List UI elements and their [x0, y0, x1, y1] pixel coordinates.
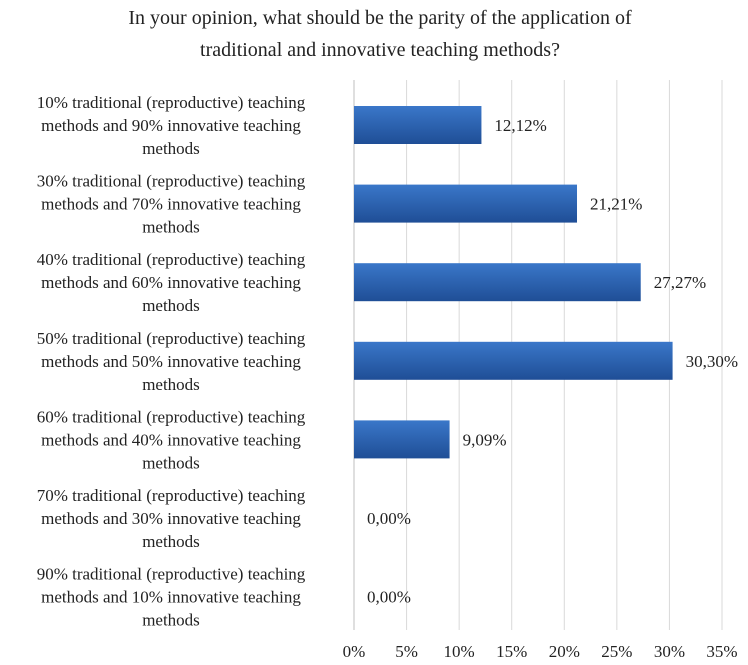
- data-label: 12,12%: [494, 116, 546, 135]
- x-tick-label: 5%: [395, 642, 418, 661]
- category-label: methods: [142, 139, 200, 158]
- x-tick-label: 25%: [601, 642, 632, 661]
- category-label: 70% traditional (reproductive) teaching: [37, 486, 306, 505]
- category-label: methods: [142, 296, 200, 315]
- data-label: 9,09%: [463, 430, 507, 449]
- category-label: 90% traditional (reproductive) teaching: [37, 565, 306, 584]
- x-tick-label: 30%: [654, 642, 685, 661]
- category-label: methods: [142, 375, 200, 394]
- x-tick-label: 20%: [549, 642, 580, 661]
- category-label: methods and 70% innovative teaching: [41, 195, 301, 214]
- category-label: methods: [142, 611, 200, 630]
- labels: 0% 5% 10% 15% 20% 25% 30% 35% 12,12% 10% traditio…: [37, 93, 738, 661]
- category-label: methods and 30% innovative teaching: [41, 509, 301, 528]
- category-label: methods and 90% innovative teaching: [41, 116, 301, 135]
- category-label: methods and 40% innovative teaching: [41, 430, 301, 449]
- category-label: methods and 60% innovative teaching: [41, 273, 301, 292]
- data-label: 0,00%: [367, 588, 411, 607]
- category-label: 40% traditional (reproductive) teaching: [37, 250, 306, 269]
- category-label: methods: [142, 453, 200, 472]
- data-label: 30,30%: [686, 352, 738, 371]
- data-label: 0,00%: [367, 509, 411, 528]
- category-label: methods: [142, 218, 200, 237]
- category-label: 50% traditional (reproductive) teaching: [37, 329, 306, 348]
- bar: [354, 341, 673, 380]
- category-label: methods: [142, 532, 200, 551]
- category-label: 10% traditional (reproductive) teaching: [37, 93, 306, 112]
- bars: [354, 106, 673, 459]
- category-label: methods and 10% innovative teaching: [41, 588, 301, 607]
- bar: [354, 420, 450, 459]
- category-label: 30% traditional (reproductive) teaching: [37, 172, 306, 191]
- x-tick-label: 35%: [706, 642, 737, 661]
- chart-title-line-1: In your opinion, what should be the pari…: [128, 7, 632, 29]
- x-tick-label: 15%: [496, 642, 527, 661]
- data-label: 27,27%: [654, 273, 706, 292]
- chart-title-line-2: traditional and innovative teaching meth…: [200, 39, 560, 61]
- category-label: 60% traditional (reproductive) teaching: [37, 407, 306, 426]
- data-label: 21,21%: [590, 195, 642, 214]
- bar: [354, 106, 482, 144]
- category-label: methods and 50% innovative teaching: [41, 352, 301, 371]
- chart-title: In your opinion, what should be the pari…: [60, 2, 700, 66]
- bar: [354, 184, 578, 223]
- bar: [354, 263, 641, 302]
- x-tick-label: 10%: [444, 642, 475, 661]
- x-tick-label: 0%: [343, 642, 366, 661]
